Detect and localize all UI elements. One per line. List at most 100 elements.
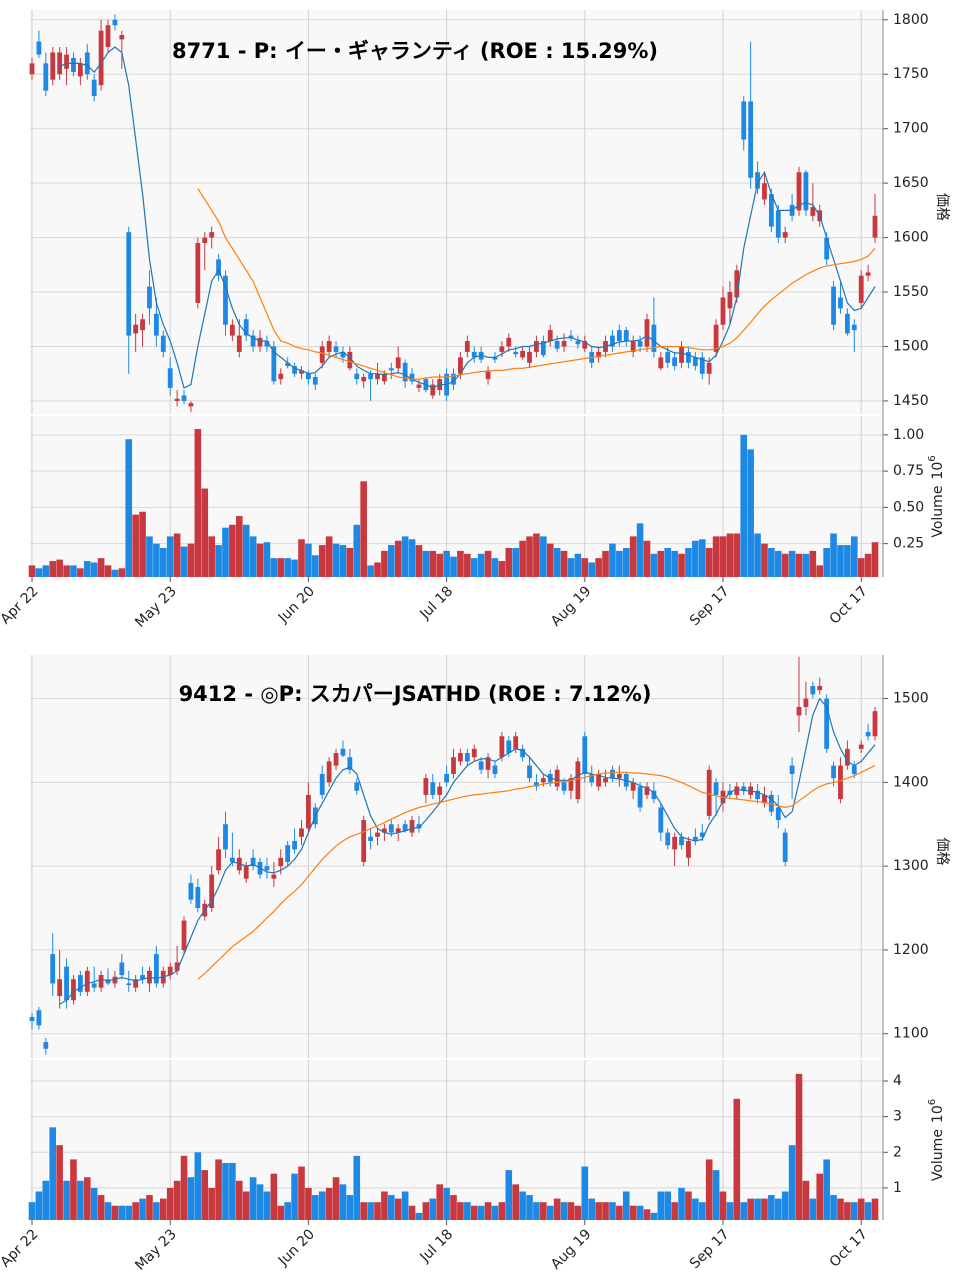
volume-bar bbox=[643, 1209, 651, 1220]
candle-body bbox=[637, 341, 643, 347]
volume-bar bbox=[242, 524, 250, 577]
candle-body bbox=[306, 373, 311, 380]
volume-bar bbox=[754, 533, 761, 577]
candle-body bbox=[382, 828, 387, 833]
volume-bar bbox=[761, 1198, 768, 1220]
candle-body bbox=[326, 341, 332, 352]
volume-bar bbox=[415, 545, 423, 577]
chart-title: 8771 - P: イー・ギャランティ (ROE : 15.29%) bbox=[172, 39, 658, 63]
candle-body bbox=[209, 874, 215, 909]
candle-body bbox=[589, 773, 595, 783]
candle-body bbox=[623, 330, 629, 342]
volume-bar bbox=[111, 569, 119, 577]
volume-bar bbox=[685, 1191, 692, 1220]
volume-bar bbox=[671, 1202, 678, 1220]
candle-body bbox=[195, 887, 201, 909]
candle-body bbox=[810, 686, 816, 695]
candle-body bbox=[796, 706, 802, 716]
volume-bar bbox=[422, 1202, 430, 1220]
volume-bar bbox=[470, 1205, 478, 1220]
y-tick-label: 1550 bbox=[893, 284, 929, 300]
volume-bar bbox=[733, 533, 741, 577]
volume-bar bbox=[77, 1180, 84, 1220]
volume-bar bbox=[788, 1145, 796, 1220]
volume-bar bbox=[774, 1198, 782, 1220]
volume-bar bbox=[622, 1191, 630, 1220]
volume-bar bbox=[477, 553, 485, 577]
volume-bar bbox=[249, 536, 257, 577]
y-tick-label: 1 bbox=[893, 1180, 902, 1196]
candle-body bbox=[679, 836, 684, 846]
volume-label: Volume bbox=[930, 486, 946, 538]
volume-bar bbox=[844, 545, 851, 577]
candle-body bbox=[375, 373, 380, 380]
candle-body bbox=[630, 341, 636, 352]
volume-bar bbox=[609, 543, 616, 577]
volume-bar bbox=[291, 1173, 298, 1220]
candle-body bbox=[762, 794, 767, 804]
volume-bar bbox=[477, 1205, 485, 1220]
candle-body bbox=[382, 373, 387, 382]
volume-bar bbox=[104, 565, 112, 577]
y-tick-label: 0.75 bbox=[893, 463, 924, 479]
candle-body bbox=[140, 975, 145, 980]
candle-body bbox=[64, 966, 69, 1001]
candle-body bbox=[720, 297, 726, 325]
volume-bar bbox=[595, 558, 602, 577]
candle-body bbox=[133, 324, 139, 334]
candle-body bbox=[285, 845, 291, 862]
candle-body bbox=[437, 786, 443, 795]
candle-body bbox=[520, 350, 526, 358]
volume-bar bbox=[394, 540, 402, 577]
volume-bar bbox=[553, 1198, 561, 1220]
volume-bar bbox=[153, 1202, 160, 1220]
volume-bar bbox=[844, 1202, 851, 1220]
candle-body bbox=[851, 765, 857, 774]
candle-body bbox=[285, 362, 291, 367]
volume-bar bbox=[733, 1098, 741, 1220]
candle-body bbox=[153, 954, 159, 984]
volume-bar bbox=[802, 1180, 810, 1220]
volume-bar bbox=[208, 536, 215, 577]
candle-body bbox=[692, 836, 698, 841]
candle-body bbox=[167, 966, 173, 976]
volume-bar bbox=[443, 550, 450, 577]
candle-body bbox=[610, 769, 615, 779]
volume-bar bbox=[664, 1191, 672, 1220]
volume-bar bbox=[698, 539, 706, 577]
volume-bar bbox=[629, 1205, 637, 1220]
candle-body bbox=[485, 370, 491, 380]
candle-body bbox=[167, 368, 173, 388]
candle-body bbox=[865, 272, 871, 276]
candle-body bbox=[665, 351, 671, 363]
candle-body bbox=[292, 366, 297, 374]
volume-bar bbox=[457, 550, 464, 577]
volume-bar bbox=[263, 1191, 271, 1220]
volume-bar bbox=[236, 516, 243, 577]
candle-body bbox=[831, 286, 836, 325]
candle-body bbox=[755, 172, 760, 189]
volume-bar bbox=[768, 547, 775, 577]
candle-body bbox=[686, 841, 691, 858]
volume-bar bbox=[498, 1202, 506, 1220]
candle-body bbox=[299, 828, 304, 837]
candle-body bbox=[236, 335, 242, 352]
volume-bar bbox=[422, 550, 430, 577]
candle-body bbox=[810, 207, 816, 216]
candle-body bbox=[582, 341, 588, 349]
volume-bar bbox=[270, 1173, 278, 1220]
volume-bar bbox=[146, 536, 153, 577]
x-tick-label: Sep 17 bbox=[687, 1226, 733, 1272]
y-tick-label: 1750 bbox=[893, 66, 929, 82]
volume-bar bbox=[236, 1180, 243, 1220]
candle-body bbox=[464, 753, 470, 762]
volume-bar bbox=[159, 1198, 167, 1220]
candle-body bbox=[77, 975, 83, 992]
volume-bar bbox=[35, 568, 43, 577]
candle-body bbox=[616, 773, 622, 779]
candle-body bbox=[36, 41, 42, 55]
candle-body bbox=[575, 341, 581, 345]
candle-body bbox=[216, 849, 221, 871]
volume-bar bbox=[42, 565, 50, 577]
candle-body bbox=[713, 782, 719, 795]
